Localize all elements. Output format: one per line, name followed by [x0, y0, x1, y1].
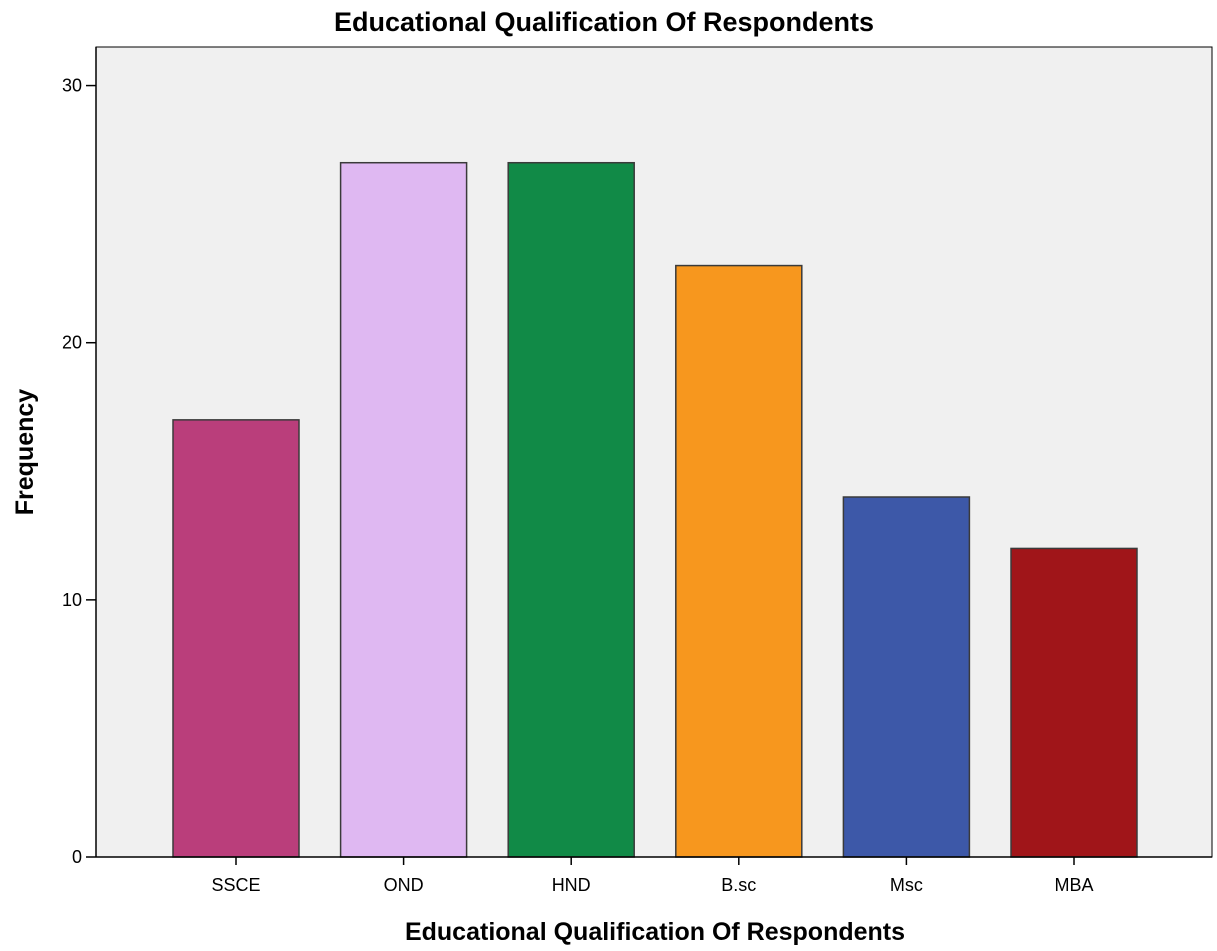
- bar-mba: [1010, 547, 1138, 858]
- chart-title: Educational Qualification Of Respondents: [334, 7, 874, 37]
- y-tick-label: 20: [62, 333, 82, 353]
- y-tick-label: 0: [72, 847, 82, 867]
- x-tick-label: OND: [384, 875, 424, 895]
- y-tick-label: 30: [62, 76, 82, 96]
- y-axis-ticks: 0 10 20 30: [62, 76, 96, 867]
- bar-msc: [842, 496, 971, 858]
- x-tick-label: SSCE: [211, 875, 260, 895]
- x-tick-label: HND: [552, 875, 591, 895]
- x-tick-label: B.sc: [721, 875, 756, 895]
- x-axis-label: Educational Qualification Of Respondents: [405, 918, 905, 946]
- y-tick-label: 10: [62, 590, 82, 610]
- bars: [172, 161, 1138, 858]
- x-axis-ticks: SSCE OND HND B.sc Msc MBA: [211, 857, 1094, 895]
- bar-ond: [339, 161, 468, 858]
- bar-b-sc: [675, 264, 803, 858]
- x-tick-label: Msc: [890, 875, 923, 895]
- y-axis-label: Frequency: [11, 389, 39, 516]
- bar-hnd: [507, 161, 635, 858]
- x-tick-label: MBA: [1054, 875, 1093, 895]
- bar-ssce: [172, 419, 300, 858]
